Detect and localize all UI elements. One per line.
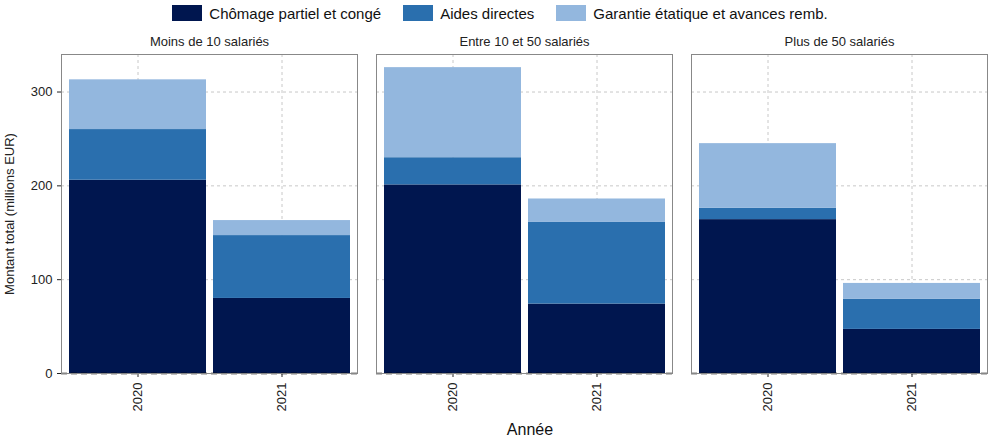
svg-text:2021: 2021: [904, 383, 919, 412]
svg-text:Entre 10 et 50 salariés: Entre 10 et 50 salariés: [459, 34, 590, 49]
svg-text:Montant total (millions EUR): Montant total (millions EUR): [2, 133, 17, 295]
html-text:Aides directes: Aides directes: [440, 4, 535, 22]
svg-text:2021: 2021: [589, 383, 604, 412]
html-text:Garantie étatique et avances r: Garantie étatique et avances remb.: [593, 4, 828, 22]
svg-text:2020: 2020: [760, 383, 775, 412]
svg-text:200: 200: [31, 178, 53, 193]
svg-text:300: 300: [31, 84, 53, 99]
svg-text:0: 0: [45, 366, 52, 381]
svg-text:100: 100: [31, 272, 53, 287]
html-text:Chômage partiel et congé: Chômage partiel et congé: [209, 4, 382, 22]
svg-text:Moins de 10 salariés: Moins de 10 salariés: [150, 34, 270, 49]
html-text:Année: Année: [506, 421, 554, 438]
svg-text:2020: 2020: [130, 383, 145, 412]
svg-text:2020: 2020: [445, 383, 460, 412]
svg-text:Plus de 50 salariés: Plus de 50 salariés: [785, 34, 895, 49]
svg-text:2021: 2021: [274, 383, 289, 412]
